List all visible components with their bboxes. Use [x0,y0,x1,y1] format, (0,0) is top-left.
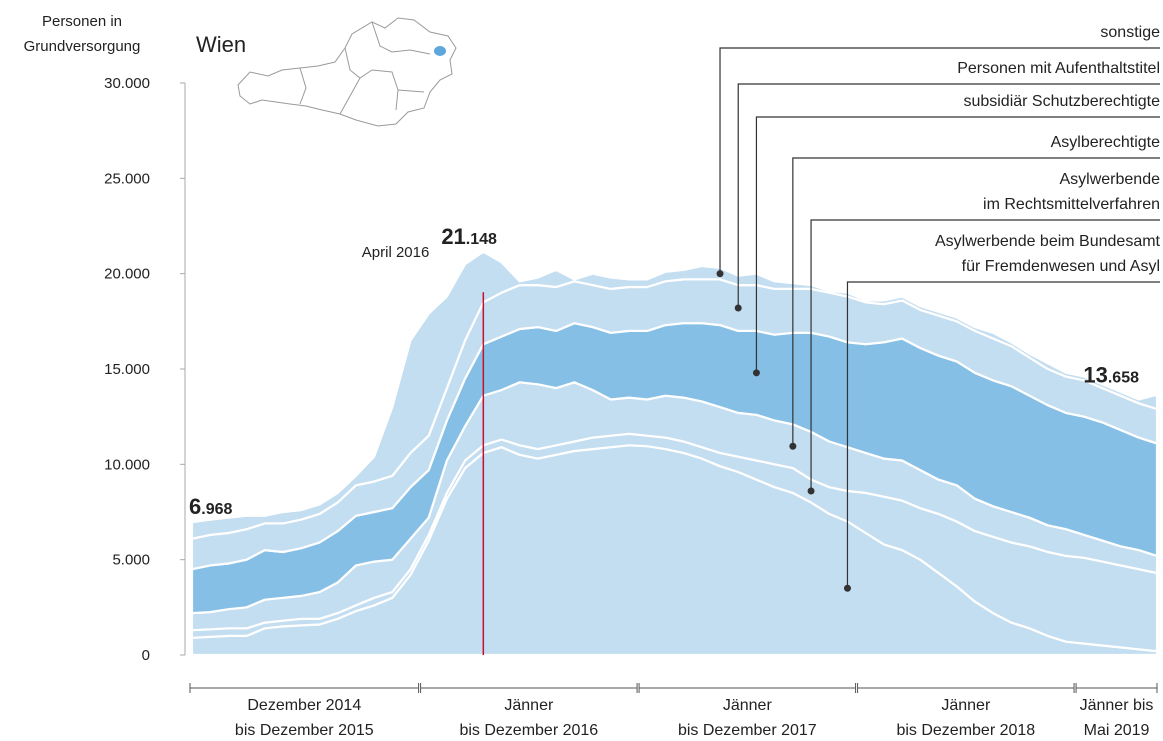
callout-line [846,281,1160,589]
legend-label: sonstige [1100,24,1160,41]
area [190,250,1159,540]
y-axis-label: Personen in Grundversorgung [24,13,141,55]
legend-label: Asylberechtigte [1051,134,1160,151]
map-outline [237,17,457,127]
callout-dot [734,304,742,312]
period-label: Jänner bis Dezember 2017 [678,697,817,736]
total-label: 21.148 [441,224,497,249]
period-label: Jänner bis Dezember 2018 [896,697,1035,736]
legend-label: subsidiär Schutzberechtigte [963,93,1160,110]
callout-line [810,219,1160,492]
y-tick-label: 30.000 [104,75,150,92]
total-label: 13.658 [1083,363,1139,388]
legend-label: Asylwerbende beim Bundesamt für Fremdenwe… [935,233,1161,275]
category-label: April 2016 [362,244,430,261]
period-label: Dezember 2014 bis Dezember 2015 [235,697,374,736]
callout-dot [843,584,851,592]
y-tick-label: 15.000 [104,361,150,378]
legend-label: Asylwerbende im Rechtsmittelverfahren [983,171,1160,213]
callout-dot [789,442,797,450]
map-borders [299,21,431,115]
callout-line [755,116,1160,373]
callout-dot [807,487,815,495]
callout-line [719,47,1160,274]
legend-label: Personen mit Aufenthaltstitel [957,60,1160,77]
y-tick-label: 0 [142,647,150,664]
austria-map [237,17,457,127]
period-label: Jänner bis Mai 2019 [1080,697,1154,736]
callout-dot [716,270,724,278]
y-tick-label: 10.000 [104,456,150,473]
chart-title: Wien [196,32,246,57]
y-tick-label: 5.000 [112,552,150,569]
y-tick-label: 20.000 [104,266,150,283]
y-tick-label: 25.000 [104,170,150,187]
total-label: 6.968 [189,494,232,519]
callout-dot [752,369,760,377]
period-label: Jänner bis Dezember 2016 [459,697,598,736]
callout-line [737,83,1160,308]
callout-line [792,157,1160,447]
map-vienna [434,46,446,56]
